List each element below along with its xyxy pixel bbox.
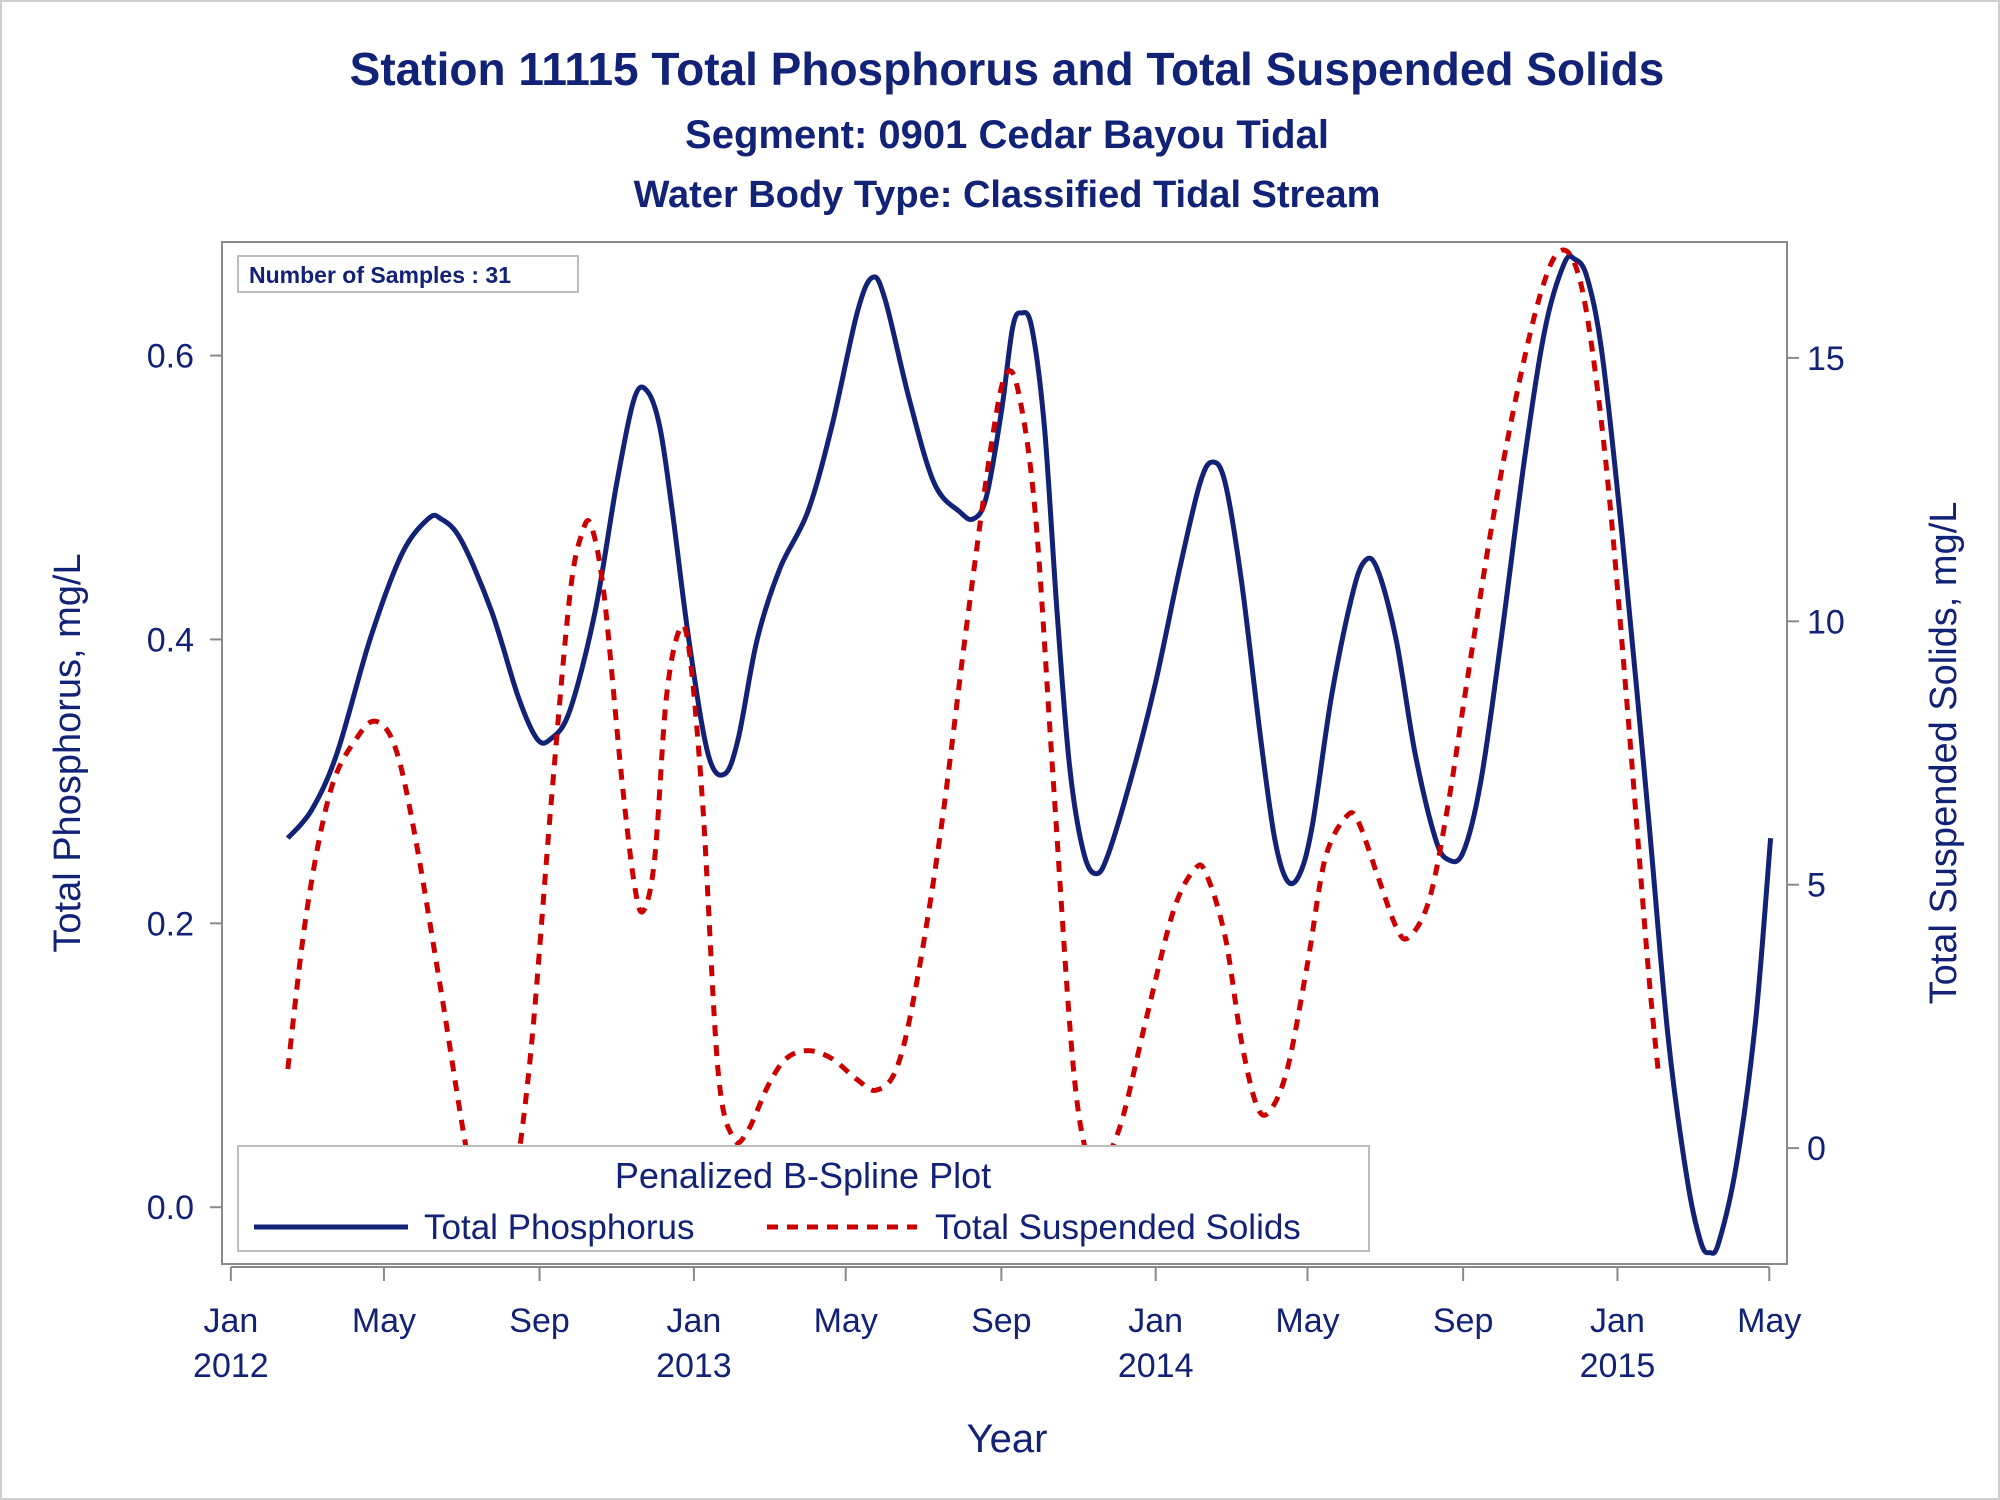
x-tick-label-month: May	[352, 1302, 416, 1340]
legend-item-phosphorus: Total Phosphorus	[424, 1208, 694, 1247]
y-right-axis-label: Total Suspended Solids, mg/L	[1923, 502, 1965, 1005]
x-tick-label-month: May	[1275, 1302, 1339, 1340]
y-left-axis-label: Total Phosphorus, mg/L	[47, 553, 89, 952]
legend-item-tss: Total Suspended Solids	[935, 1208, 1301, 1247]
y-left-tick-label: 0.4	[147, 621, 194, 659]
x-axis-label: Year	[967, 1417, 1048, 1461]
y-left-tick-label: 0.6	[147, 338, 194, 376]
x-tick-label-month: Jan	[1590, 1302, 1645, 1340]
y-left-tick-label: 0.0	[147, 1189, 194, 1227]
y-left-tick-label: 0.2	[147, 905, 194, 943]
x-tick-label-year: 2013	[656, 1347, 732, 1385]
y-right-tick-label: 5	[1807, 867, 1826, 905]
y-right-tick-label: 15	[1807, 340, 1845, 378]
y-left-axis: 0.0 0.2 0.4 0.6	[147, 338, 222, 1227]
y-right-tick-label: 10	[1807, 603, 1845, 641]
sample-count-box	[237, 255, 579, 293]
x-tick-label-month: Jan	[1128, 1302, 1183, 1340]
x-tick-label-month: Sep	[971, 1302, 1032, 1340]
x-tick-label-month: Jan	[666, 1302, 721, 1340]
legend: Penalized B-Spline Plot Total Phosphorus…	[237, 1145, 1370, 1252]
x-tick-label-month: Sep	[509, 1302, 570, 1340]
x-tick-label-year: 2014	[1118, 1347, 1194, 1385]
series-layer	[285, 247, 1774, 1256]
chart-subtitle-segment: Segment: 0901 Cedar Bayou Tidal	[685, 113, 1329, 157]
x-tick-label-month: May	[814, 1302, 878, 1340]
x-tick-label-year: 2015	[1580, 1347, 1656, 1385]
chart-subtitle-waterbody: Water Body Type: Classified Tidal Stream	[634, 174, 1381, 216]
x-tick-label-month: May	[1737, 1302, 1801, 1340]
legend-title: Penalized B-Spline Plot	[615, 1155, 991, 1196]
chart-title: Station 11115 Total Phosphorus and Total…	[350, 43, 1665, 95]
x-tick-label-month: Sep	[1433, 1302, 1494, 1340]
x-axis: Jan 2012 May Sep Jan 2013 May Sep Jan 2014 May Sep J…	[193, 1266, 1801, 1385]
y-right-tick-label: 0	[1807, 1130, 1826, 1168]
y-right-axis: 0 5 10 15	[1787, 340, 1845, 1168]
plot-area	[221, 241, 1788, 1265]
series-line-total-phosphorus	[285, 253, 1774, 1256]
x-tick-label-year: 2012	[193, 1347, 269, 1385]
series-line-total-suspended-solids	[285, 247, 1661, 1249]
x-tick-label-month: Jan	[203, 1302, 258, 1340]
legend-box	[237, 1145, 1370, 1252]
sample-count-label: Number of Samples : 31	[249, 262, 511, 288]
